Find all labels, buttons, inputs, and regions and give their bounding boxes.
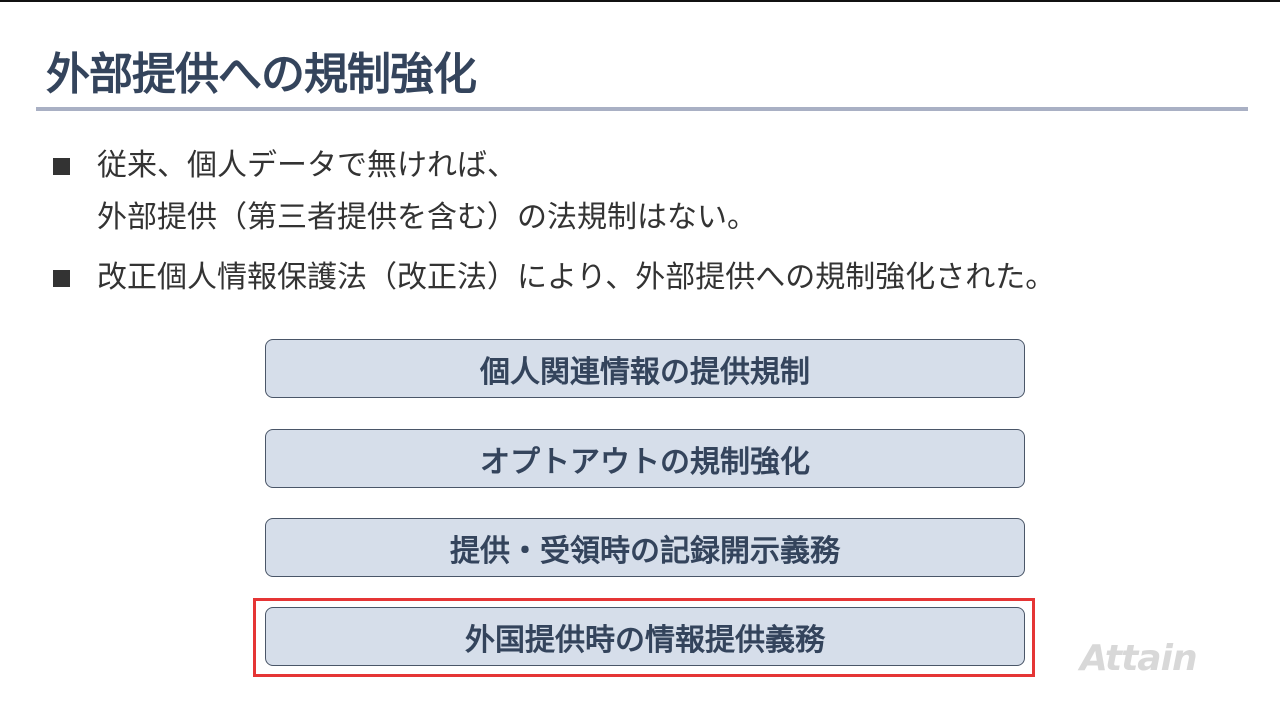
square-bullet-icon <box>53 158 70 175</box>
square-bullet-icon <box>53 270 70 287</box>
regulation-box: 提供・受領時の記録開示義務 <box>265 518 1025 577</box>
title-divider <box>36 107 1248 111</box>
bullet-text: 従来、個人データで無ければ、 <box>97 148 517 183</box>
slide-title: 外部提供への規制強化 <box>46 49 477 100</box>
regulation-box: 外国提供時の情報提供義務 <box>265 607 1025 666</box>
highlight-frame <box>253 598 1035 677</box>
top-border <box>0 0 1280 2</box>
regulation-box: オプトアウトの規制強化 <box>265 429 1025 488</box>
bullet-text: 外部提供（第三者提供を含む）の法規制はない。 <box>97 200 757 235</box>
regulation-box: 個人関連情報の提供規制 <box>265 339 1025 398</box>
bullet-text: 改正個人情報保護法（改正法）により、外部提供への規制強化された。 <box>97 260 1056 295</box>
attain-logo: Attain <box>1080 638 1198 679</box>
